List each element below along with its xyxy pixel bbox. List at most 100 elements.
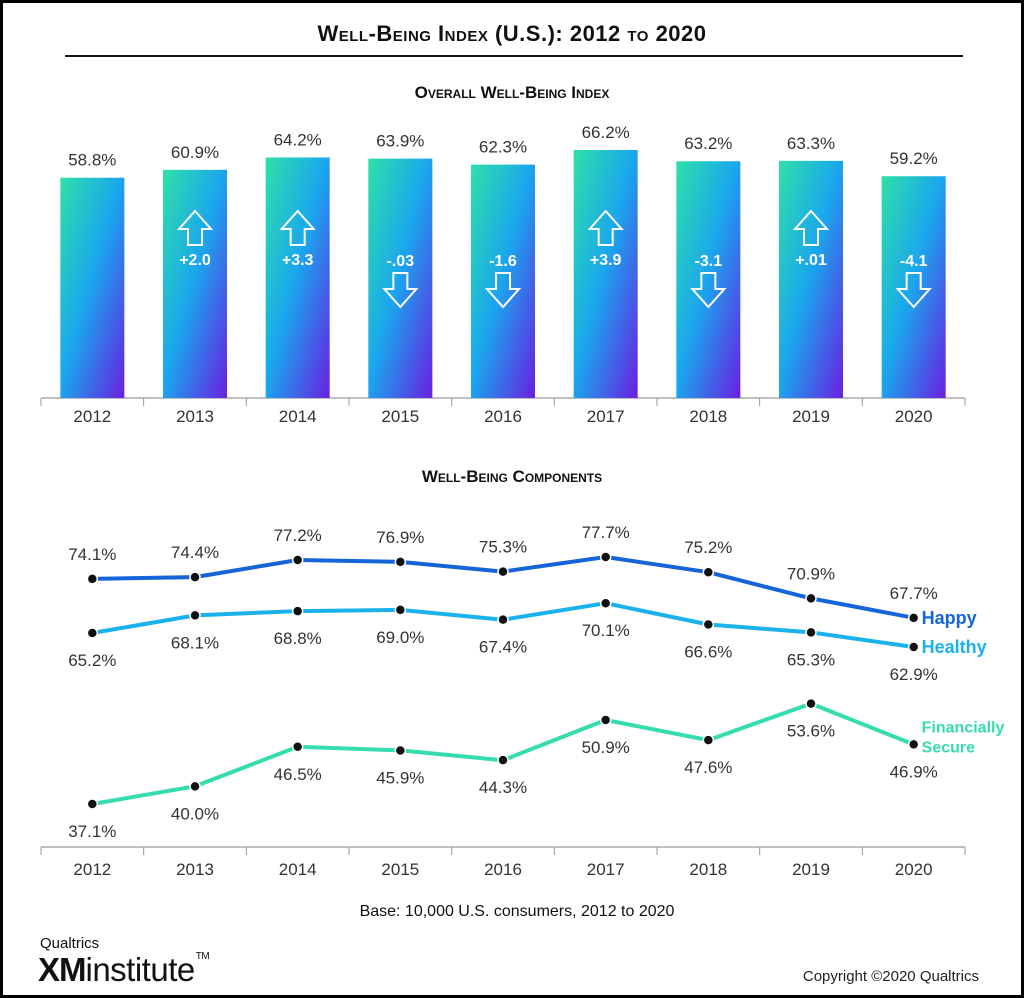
arrow-up-icon (587, 209, 624, 246)
data-point-happy (86, 573, 99, 585)
data-label-healthy: 68.8% (274, 629, 322, 648)
data-point-happy (599, 551, 612, 563)
bar-value-label: 62.3% (479, 138, 527, 157)
bar-value-label: 63.9% (376, 132, 424, 151)
bar-value-label: 63.2% (684, 134, 732, 153)
bar (573, 150, 638, 398)
data-label-healthy: 70.1% (582, 621, 630, 640)
bar (779, 160, 843, 398)
data-point-financially-secure (599, 714, 612, 726)
arrow-down-icon (484, 272, 522, 309)
line-x-tick-label: 2018 (689, 860, 727, 879)
change-label: -1.6 (489, 253, 517, 270)
line-x-tick-label: 2017 (587, 860, 625, 879)
data-label-healthy: 67.4% (479, 638, 527, 657)
logo-tm: TM (195, 951, 210, 962)
change-label: +3.9 (590, 252, 622, 269)
data-label-financially-secure: 45.9% (376, 768, 424, 787)
arrow-up-icon (279, 209, 316, 246)
data-label-happy: 77.7% (582, 523, 630, 542)
change-label: -.03 (387, 253, 415, 270)
data-label-happy: 75.3% (479, 538, 527, 557)
data-label-financially-secure: 53.6% (787, 722, 835, 741)
data-label-happy: 74.1% (68, 545, 116, 564)
data-label-financially-secure: 40.0% (171, 804, 219, 823)
data-point-healthy (702, 618, 715, 631)
bar-x-tick-label: 2020 (895, 407, 933, 426)
bar (881, 176, 946, 398)
title-divider (65, 55, 963, 57)
data-label-healthy: 66.6% (684, 643, 732, 662)
data-label-financially-secure: 44.3% (479, 778, 527, 797)
data-label-happy: 77.2% (274, 526, 322, 545)
data-label-financially-secure: 37.1% (68, 822, 116, 841)
data-point-happy (805, 592, 817, 605)
bar-chart-title: Overall Well-Being Index (414, 83, 610, 102)
data-point-financially-secure (189, 780, 201, 793)
bar-x-tick-label: 2013 (176, 407, 214, 426)
data-point-healthy (599, 597, 612, 609)
series-name-line: Financially (922, 719, 1005, 736)
line-x-tick-label: 2012 (73, 860, 111, 879)
data-point-happy (291, 554, 304, 566)
data-label-financially-secure: 46.5% (274, 765, 322, 784)
line-chart: 2012 2013 2014 2015 2016 2017 2018 2019 2020 74.1… (40, 523, 1005, 879)
data-point-healthy (805, 626, 817, 639)
bar-value-label: 64.2% (274, 130, 322, 149)
data-label-healthy: 68.1% (171, 633, 219, 652)
change-label: -4.1 (900, 253, 928, 270)
data-label-financially-secure: 47.6% (684, 758, 732, 777)
logo-xm-institute: XMinstituteTM (38, 951, 210, 989)
change-label: +.01 (795, 252, 827, 269)
bar-value-label: 66.2% (582, 123, 630, 142)
data-point-financially-secure (702, 734, 715, 746)
data-point-healthy (291, 605, 304, 617)
series-name-financially-secure: Financially Secure (922, 719, 1005, 756)
bar (265, 157, 330, 398)
data-point-financially-secure (86, 798, 99, 810)
data-point-financially-secure (907, 738, 920, 751)
change-label: -3.1 (695, 253, 723, 270)
arrow-up-icon (792, 209, 830, 246)
data-point-financially-secure (394, 744, 407, 757)
data-point-healthy (394, 604, 407, 616)
data-label-healthy: 65.2% (68, 651, 116, 670)
data-point-healthy (189, 609, 201, 622)
series-name-happy: Happy (922, 608, 977, 628)
arrow-up-icon (176, 209, 214, 246)
bar-x-tick-label: 2019 (792, 407, 830, 426)
bar-value-label: 60.9% (171, 143, 219, 162)
bar (60, 177, 125, 398)
data-label-happy: 67.7% (890, 584, 938, 603)
data-label-healthy: 65.3% (787, 650, 835, 669)
bar-x-tick-label: 2012 (73, 407, 111, 426)
data-point-happy (189, 571, 201, 583)
data-point-financially-secure (497, 754, 509, 766)
line-chart-title: Well-Being Components (421, 467, 603, 486)
logo-xm: XM (38, 951, 86, 988)
data-label-healthy: 69.0% (376, 628, 424, 647)
bar-x-tick-label: 2016 (484, 407, 522, 426)
base-note: Base: 10,000 U.S. consumers, 2012 to 202… (359, 903, 675, 920)
data-point-financially-secure (805, 697, 817, 710)
main-title: Well-Being Index (U.S.): 2012 to 2020 (317, 21, 707, 46)
data-point-happy (394, 556, 407, 568)
data-point-happy (702, 566, 715, 578)
data-label-happy: 74.4% (171, 543, 219, 562)
bar (368, 158, 433, 398)
bar-x-tick-label: 2015 (381, 407, 419, 426)
data-label-financially-secure: 46.9% (890, 762, 938, 781)
bar (676, 161, 741, 398)
bar (471, 164, 535, 398)
data-label-financially-secure: 50.9% (582, 738, 630, 757)
data-label-healthy: 62.9% (890, 665, 938, 684)
data-point-healthy (86, 627, 99, 639)
change-label: +2.0 (179, 252, 211, 269)
data-label-happy: 76.9% (376, 528, 424, 547)
logo-qualtrics: Qualtrics (40, 935, 100, 952)
arrow-down-icon (895, 272, 932, 309)
line-x-tick-label: 2019 (792, 860, 830, 879)
data-point-healthy (907, 641, 920, 653)
bar-value-label: 59.2% (890, 149, 938, 168)
